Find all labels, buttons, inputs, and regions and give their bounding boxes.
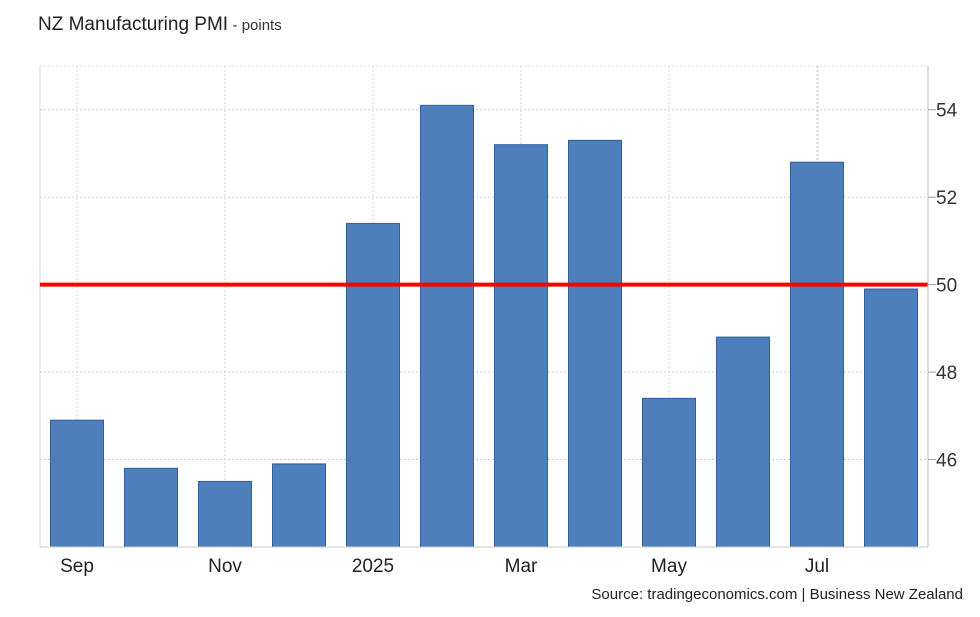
bar (568, 139, 622, 548)
x-tick-label: Nov (208, 556, 242, 577)
bar (420, 104, 474, 548)
x-tick-label: Sep (60, 556, 94, 577)
bar (494, 144, 548, 548)
x-tick-label: May (651, 556, 687, 577)
bar (50, 419, 104, 548)
x-tick-label: Jul (805, 556, 829, 577)
y-tick-label: 54 (936, 101, 958, 122)
bar (272, 463, 326, 548)
chart-title-text: NZ Manufacturing PMI (38, 14, 229, 35)
source-attribution: Source: tradingeconomics.com | Business … (591, 586, 963, 603)
bar (346, 222, 400, 548)
chart-unit-label: - points (232, 17, 282, 34)
y-tick-label: 46 (936, 451, 957, 472)
x-tick-label: Mar (505, 556, 538, 577)
x-tick-label: 2025 (352, 556, 394, 577)
bar (124, 467, 178, 548)
y-tick-label: 50 (936, 276, 957, 297)
bar (790, 161, 844, 548)
y-tick-label: 52 (936, 188, 957, 209)
bar (716, 336, 770, 548)
bar (642, 397, 696, 548)
y-tick-label: 48 (936, 363, 957, 384)
bar (864, 288, 918, 548)
bar (198, 480, 252, 548)
chart-title: NZ Manufacturing PMI - points (38, 14, 282, 36)
